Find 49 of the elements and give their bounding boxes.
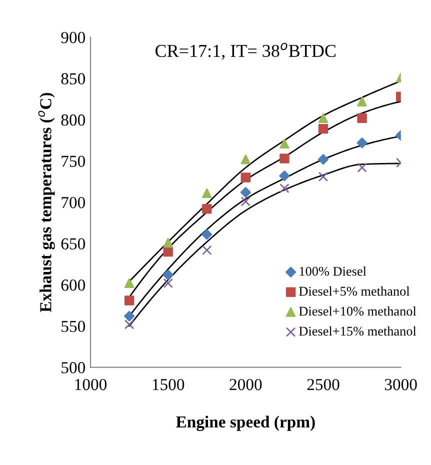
- point: [202, 188, 212, 198]
- chart-title: CR=17:1, IT= 38$^{o}$BTDC: [156, 42, 336, 60]
- point: [357, 113, 367, 123]
- point: [280, 183, 290, 194]
- point: [357, 96, 367, 106]
- y-tick-label: 850: [61, 73, 86, 84]
- point: [279, 170, 290, 182]
- x-tick-label: 2000: [230, 378, 262, 390]
- point: [202, 245, 212, 256]
- y-tick-label: 550: [62, 320, 86, 332]
- y-axis-title: Exhaust gas temperatures ($^{o}$C): [38, 92, 55, 312]
- point: [318, 113, 328, 123]
- y-tick-label: 750: [62, 156, 86, 167]
- point: [280, 138, 290, 149]
- point: [357, 162, 367, 172]
- point: [240, 196, 251, 206]
- point: [163, 246, 173, 257]
- point: [240, 154, 251, 164]
- point: [318, 154, 329, 165]
- point: [240, 172, 251, 182]
- x-axis-title: Engine speed (rpm): [176, 416, 315, 432]
- point: [202, 229, 212, 240]
- point: [162, 270, 174, 280]
- legend-label: Diesel+10% methanol: [299, 306, 416, 316]
- y-tick-label: 900: [61, 32, 86, 44]
- point: [163, 238, 173, 248]
- point: [124, 320, 134, 330]
- point: [202, 204, 212, 214]
- y-tick-label: 600: [61, 280, 86, 291]
- y-tick-label: 800: [61, 114, 86, 126]
- x-tick-label: 1500: [152, 378, 184, 390]
- x-tick-label: 2500: [307, 378, 340, 390]
- x-tick-label: 3000: [384, 378, 417, 390]
- point: [318, 124, 328, 134]
- point: [240, 187, 251, 198]
- y-tick-label: 500: [62, 362, 86, 374]
- x-tick-label: 1000: [75, 378, 107, 390]
- point: [280, 154, 290, 164]
- point: [124, 278, 134, 288]
- y-tick-label: 650: [61, 238, 86, 250]
- point: [356, 138, 368, 148]
- legend-label: Diesel+15% methanol: [299, 326, 416, 336]
- point: [124, 296, 134, 306]
- y-tick-label: 700: [62, 196, 86, 208]
- legend-label: Diesel+5% methanol: [299, 286, 410, 296]
- point: [318, 172, 328, 182]
- point: [124, 310, 135, 322]
- legend-label: 100% Diesel: [300, 266, 366, 276]
- point: [163, 278, 173, 288]
